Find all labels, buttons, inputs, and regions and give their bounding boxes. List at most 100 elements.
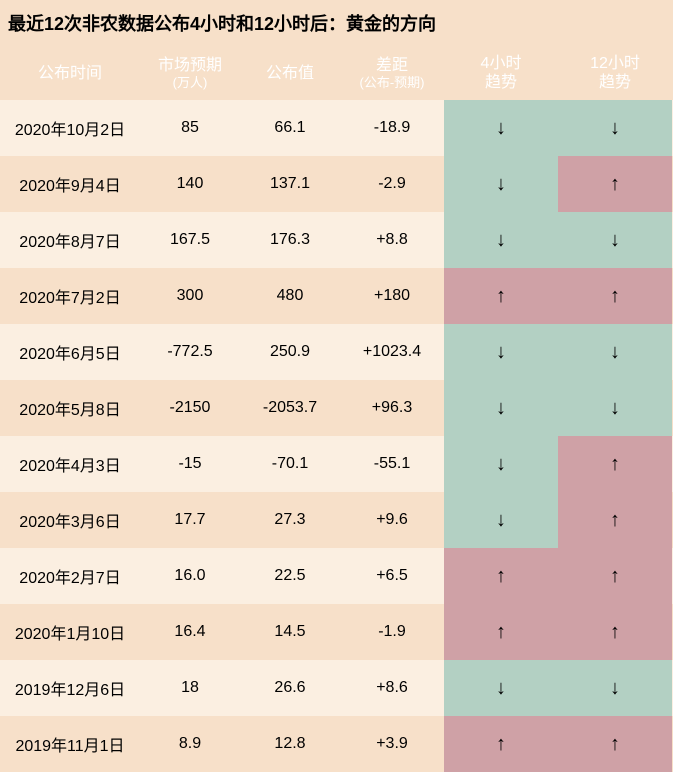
cell-expected: 140 [140, 156, 240, 212]
cell-diff: +8.6 [340, 660, 444, 716]
cell-diff: +8.8 [340, 212, 444, 268]
table-row: 2020年2月7日16.022.5+6.5↑↑ [0, 548, 673, 604]
cell-expected: 167.5 [140, 212, 240, 268]
table-row: 2020年7月2日300480+180↑↑ [0, 268, 673, 324]
cell-diff: -18.9 [340, 100, 444, 156]
cell-trend4: ↑ [444, 268, 558, 324]
cell-date: 2020年4月3日 [0, 436, 140, 492]
header-trend4: 4小时 趋势 [444, 46, 558, 100]
cell-trend12: ↑ [558, 548, 672, 604]
cell-trend12: ↑ [558, 436, 672, 492]
cell-diff: +6.5 [340, 548, 444, 604]
header-trend4-l1: 4小时 [481, 55, 522, 72]
cell-trend12: ↑ [558, 156, 672, 212]
cell-published: 14.5 [240, 604, 340, 660]
cell-published: -70.1 [240, 436, 340, 492]
cell-published: 22.5 [240, 548, 340, 604]
header-published: 公布值 [240, 56, 340, 91]
cell-date: 2020年2月7日 [0, 548, 140, 604]
cell-diff: -2.9 [340, 156, 444, 212]
nonfarm-gold-table: 最近12次非农数据公布4小时和12小时后：黄金的方向 公布时间 市场预期 (万人… [0, 0, 673, 772]
cell-trend12: ↓ [558, 324, 672, 380]
table-row: 2020年1月10日16.414.5-1.9↑↑ [0, 604, 673, 660]
cell-date: 2019年12月6日 [0, 660, 140, 716]
cell-diff: +1023.4 [340, 324, 444, 380]
cell-expected: 300 [140, 268, 240, 324]
cell-trend12: ↓ [558, 660, 672, 716]
cell-published: 480 [240, 268, 340, 324]
cell-published: 176.3 [240, 212, 340, 268]
cell-date: 2020年5月8日 [0, 380, 140, 436]
cell-trend4: ↑ [444, 548, 558, 604]
header-diff-sub: (公布-预期) [344, 75, 440, 91]
cell-expected: 85 [140, 100, 240, 156]
cell-trend12: ↓ [558, 212, 672, 268]
cell-trend12: ↓ [558, 380, 672, 436]
cell-date: 2020年10月2日 [0, 100, 140, 156]
cell-trend12: ↑ [558, 268, 672, 324]
table-row: 2020年5月8日-2150-2053.7+96.3↓↓ [0, 380, 673, 436]
header-expected-sub: (万人) [144, 75, 236, 91]
cell-date: 2020年1月10日 [0, 604, 140, 660]
cell-trend4: ↓ [444, 492, 558, 548]
cell-diff: -55.1 [340, 436, 444, 492]
cell-published: 66.1 [240, 100, 340, 156]
cell-date: 2020年6月5日 [0, 324, 140, 380]
cell-trend12: ↑ [558, 604, 672, 660]
header-diff: 差距 (公布-预期) [340, 48, 444, 99]
cell-expected: -15 [140, 436, 240, 492]
table-row: 2020年10月2日8566.1-18.9↓↓ [0, 100, 673, 156]
header-expected-main: 市场预期 [158, 57, 222, 74]
cell-trend12: ↑ [558, 492, 672, 548]
cell-trend4: ↓ [444, 380, 558, 436]
table-row: 2020年3月6日17.727.3+9.6↓↑ [0, 492, 673, 548]
header-expected: 市场预期 (万人) [140, 48, 240, 99]
header-trend4-l2: 趋势 [485, 74, 517, 91]
cell-expected: -772.5 [140, 324, 240, 380]
table-row: 2020年8月7日167.5176.3+8.8↓↓ [0, 212, 673, 268]
table-body: 2020年10月2日8566.1-18.9↓↓2020年9月4日140137.1… [0, 100, 673, 772]
cell-expected: 8.9 [140, 716, 240, 772]
table-row: 2020年6月5日-772.5250.9+1023.4↓↓ [0, 324, 673, 380]
table-row: 2020年4月3日-15-70.1-55.1↓↑ [0, 436, 673, 492]
cell-trend4: ↓ [444, 100, 558, 156]
cell-expected: 18 [140, 660, 240, 716]
table-header: 公布时间 市场预期 (万人) 公布值 差距 (公布-预期) 4小时 趋势 12小… [0, 46, 673, 100]
cell-trend4: ↓ [444, 324, 558, 380]
cell-trend4: ↓ [444, 212, 558, 268]
table-title: 最近12次非农数据公布4小时和12小时后：黄金的方向 [0, 0, 673, 46]
cell-expected: 16.4 [140, 604, 240, 660]
cell-expected: 16.0 [140, 548, 240, 604]
cell-published: -2053.7 [240, 380, 340, 436]
cell-published: 26.6 [240, 660, 340, 716]
header-trend12: 12小时 趋势 [558, 46, 672, 100]
cell-trend4: ↑ [444, 716, 558, 772]
cell-diff: -1.9 [340, 604, 444, 660]
cell-date: 2020年9月4日 [0, 156, 140, 212]
cell-expected: 17.7 [140, 492, 240, 548]
cell-trend4: ↓ [444, 436, 558, 492]
cell-published: 12.8 [240, 716, 340, 772]
cell-diff: +9.6 [340, 492, 444, 548]
cell-trend12: ↑ [558, 716, 672, 772]
header-trend12-l1: 12小时 [590, 55, 640, 72]
header-date: 公布时间 [0, 56, 140, 91]
cell-published: 27.3 [240, 492, 340, 548]
cell-trend4: ↓ [444, 156, 558, 212]
cell-expected: -2150 [140, 380, 240, 436]
cell-diff: +3.9 [340, 716, 444, 772]
cell-date: 2020年3月6日 [0, 492, 140, 548]
table-row: 2020年9月4日140137.1-2.9↓↑ [0, 156, 673, 212]
cell-date: 2020年8月7日 [0, 212, 140, 268]
header-trend12-l2: 趋势 [599, 74, 631, 91]
cell-date: 2020年7月2日 [0, 268, 140, 324]
cell-diff: +180 [340, 268, 444, 324]
cell-trend4: ↑ [444, 604, 558, 660]
header-diff-main: 差距 [376, 57, 408, 74]
cell-published: 250.9 [240, 324, 340, 380]
cell-diff: +96.3 [340, 380, 444, 436]
cell-date: 2019年11月1日 [0, 716, 140, 772]
table-row: 2019年12月6日1826.6+8.6↓↓ [0, 660, 673, 716]
cell-trend12: ↓ [558, 100, 672, 156]
cell-trend4: ↓ [444, 660, 558, 716]
